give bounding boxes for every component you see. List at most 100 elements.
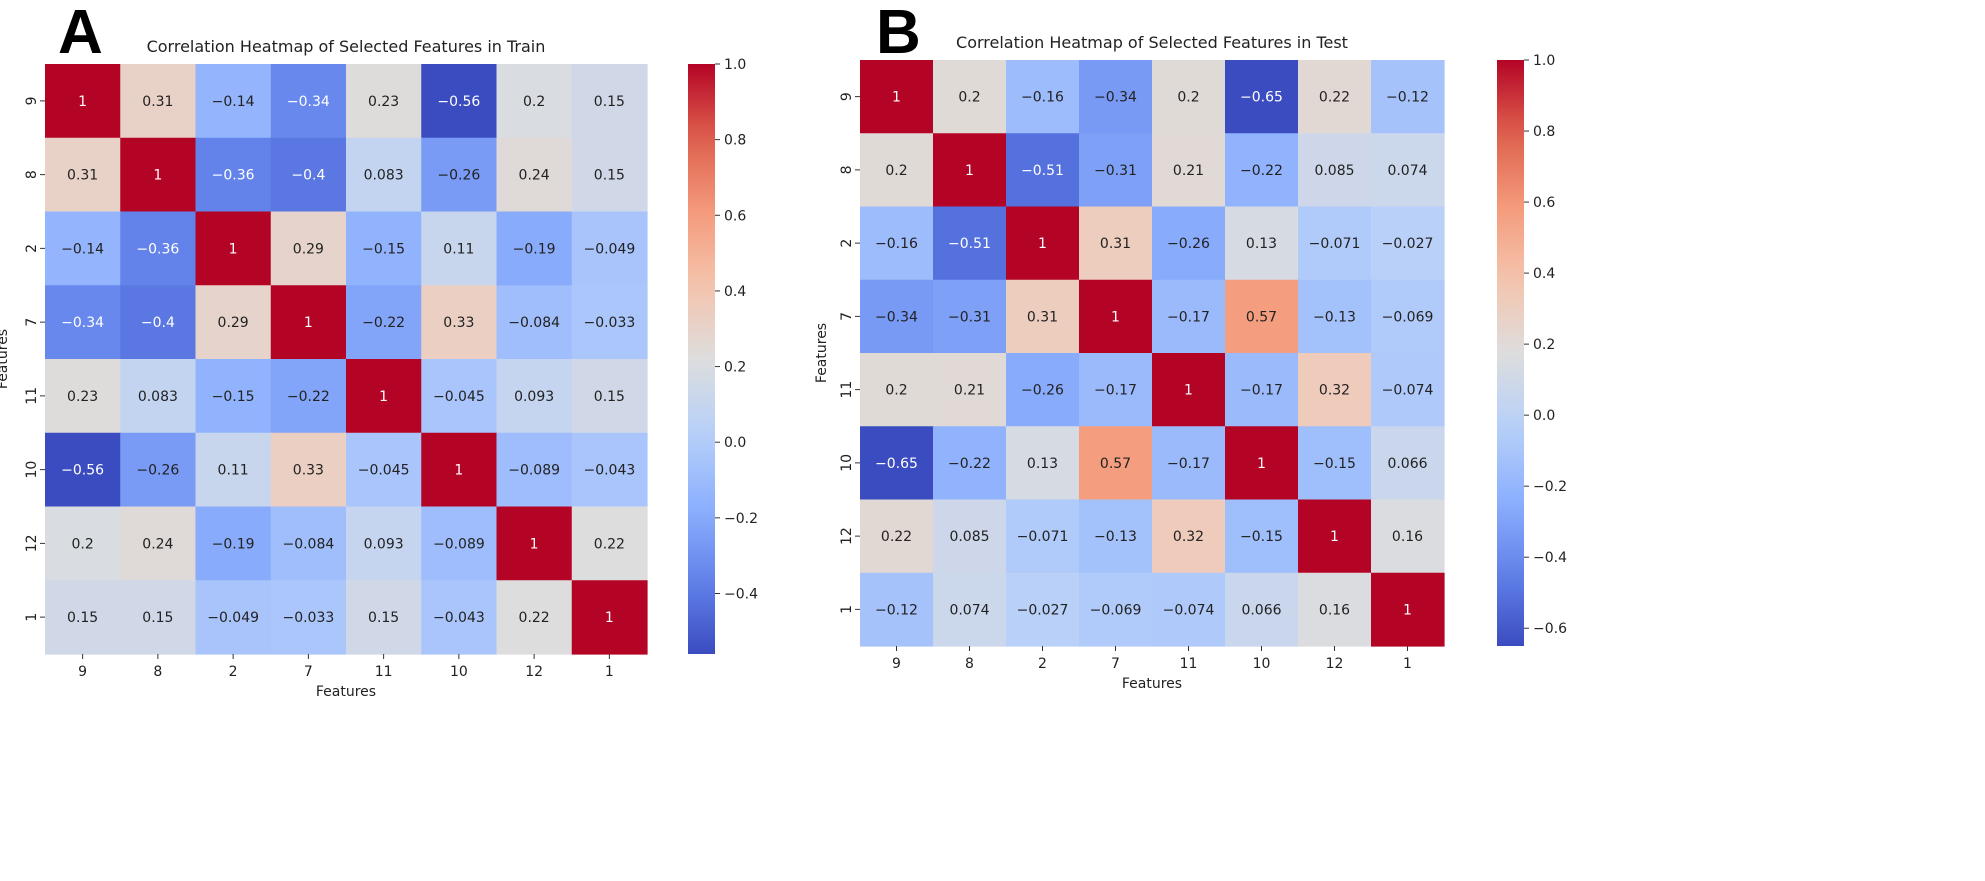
- cell-value-label: 0.31: [142, 94, 173, 110]
- cell-value-label: −0.045: [358, 463, 410, 479]
- cell-value-label: 0.16: [1319, 602, 1350, 618]
- heatmap-cell: [1298, 499, 1372, 574]
- heatmap-cell: [1079, 60, 1153, 134]
- cell-value-label: 0.2: [71, 536, 93, 552]
- cell-value-label: 1: [454, 463, 463, 479]
- heatmap-cell: [346, 580, 422, 655]
- heatmap-cell: [195, 211, 272, 286]
- heatmap-cell: [346, 506, 422, 581]
- cell-value-label: −0.22: [948, 456, 991, 472]
- heatmap-cell: [120, 211, 197, 286]
- x-axis-label: Features: [316, 684, 376, 700]
- heatmap-cell: [1079, 572, 1153, 647]
- heatmap-cell: [1006, 426, 1080, 501]
- cell-value-label: 0.15: [594, 389, 625, 405]
- cell-value-label: 0.2: [885, 383, 907, 399]
- y-tick-label: 10: [839, 454, 855, 472]
- cell-value-label: 0.24: [519, 168, 550, 184]
- heatmap-cell: [860, 499, 934, 574]
- heatmap-cell: [1298, 60, 1372, 134]
- colorbar-tick-label: 0.8: [724, 133, 746, 149]
- colorbar-tick-label: −0.2: [1533, 479, 1567, 495]
- heatmap-cell: [1225, 133, 1299, 208]
- heatmap-cell: [270, 285, 347, 360]
- cell-value-label: 0.24: [142, 536, 173, 552]
- heatmap-cell: [496, 137, 573, 213]
- heatmap-cell: [270, 432, 347, 508]
- cell-value-label: −0.043: [583, 463, 635, 479]
- cell-value-label: −0.033: [282, 610, 334, 626]
- heatmap-cell: [860, 60, 934, 134]
- heatmap-cell: [1152, 572, 1226, 647]
- x-tick-label: 2: [1038, 656, 1047, 672]
- heatmap-cell: [1006, 279, 1080, 354]
- y-tick-label: 11: [839, 381, 855, 399]
- cell-value-label: 0.32: [1173, 529, 1204, 545]
- heatmap-cell: [1225, 279, 1299, 354]
- y-tick-label: 1: [24, 613, 40, 622]
- heatmap-cell: [1079, 279, 1153, 354]
- cell-value-label: −0.15: [1240, 529, 1283, 545]
- heatmap-cell: [346, 211, 422, 286]
- colorbar-tick-label: 0.6: [1533, 195, 1555, 211]
- heatmap-cell: [45, 285, 121, 360]
- cell-value-label: 0.083: [364, 168, 404, 184]
- chart-title: Correlation Heatmap of Selected Features…: [147, 37, 546, 56]
- colorbar-tick-label: 0.4: [1533, 266, 1555, 282]
- x-tick-label: 1: [605, 664, 614, 680]
- heatmap-cell: [1371, 572, 1445, 647]
- y-tick-label: 9: [839, 92, 855, 101]
- cell-value-label: 0.085: [949, 529, 989, 545]
- colorbar: [1497, 60, 1524, 646]
- cell-value-label: −0.36: [212, 168, 255, 184]
- heatmap-cell: [860, 133, 934, 208]
- y-tick-label: 10: [24, 461, 40, 479]
- cell-value-label: 0.11: [218, 463, 249, 479]
- cell-value-label: −0.15: [1313, 456, 1356, 472]
- cell-value-label: −0.13: [1094, 529, 1137, 545]
- cell-value-label: 0.29: [218, 315, 249, 331]
- cell-value-label: 0.22: [881, 529, 912, 545]
- cell-value-label: −0.13: [1313, 309, 1356, 325]
- cell-value-label: −0.12: [1386, 90, 1429, 106]
- heatmap-cell: [1225, 499, 1299, 574]
- heatmap-cell: [1152, 133, 1226, 208]
- heatmap-train-chart: Correlation Heatmap of Selected Features…: [0, 37, 758, 700]
- cell-value-label: −0.51: [1021, 163, 1064, 179]
- heatmap-cell: [1298, 572, 1372, 647]
- heatmap-cell: [1371, 499, 1445, 574]
- cell-value-label: 1: [379, 389, 388, 405]
- x-tick-label: 12: [1326, 656, 1344, 672]
- heatmap-cell: [120, 359, 197, 434]
- heatmap-cell: [346, 359, 422, 434]
- cell-value-label: 1: [1038, 236, 1047, 252]
- cell-value-label: −0.084: [508, 315, 560, 331]
- cell-value-label: −0.36: [136, 241, 179, 257]
- y-tick-label: 12: [839, 527, 855, 545]
- heatmap-cell: [45, 432, 121, 508]
- heatmap-cell: [421, 580, 498, 655]
- heatmap-cell: [933, 60, 1007, 134]
- heatmap-cell: [496, 211, 573, 286]
- cell-value-label: 1: [229, 241, 238, 257]
- heatmap-cell: [1152, 353, 1226, 427]
- heatmap-cell: [270, 211, 347, 286]
- heatmap-cell: [120, 64, 197, 139]
- colorbar-tick-label: −0.2: [724, 511, 758, 527]
- cell-value-label: −0.027: [1017, 602, 1069, 618]
- heatmap-test-chart: Correlation Heatmap of Selected Features…: [814, 33, 1567, 692]
- heatmap-cell: [45, 359, 121, 434]
- heatmap-cell: [860, 353, 934, 427]
- cell-value-label: 0.066: [1387, 456, 1427, 472]
- cell-value-label: 0.15: [67, 610, 98, 626]
- cell-value-label: 0.32: [1319, 383, 1350, 399]
- cell-value-label: −0.049: [583, 241, 635, 257]
- heatmap-cell: [195, 506, 272, 581]
- cell-value-label: −0.31: [1094, 163, 1137, 179]
- cell-value-label: −0.65: [875, 456, 918, 472]
- cell-value-label: 0.085: [1314, 163, 1354, 179]
- heatmap-cell: [120, 285, 197, 360]
- cell-value-label: −0.56: [437, 94, 480, 110]
- heatmap-cell: [270, 506, 347, 581]
- cell-value-label: 1: [1403, 602, 1412, 618]
